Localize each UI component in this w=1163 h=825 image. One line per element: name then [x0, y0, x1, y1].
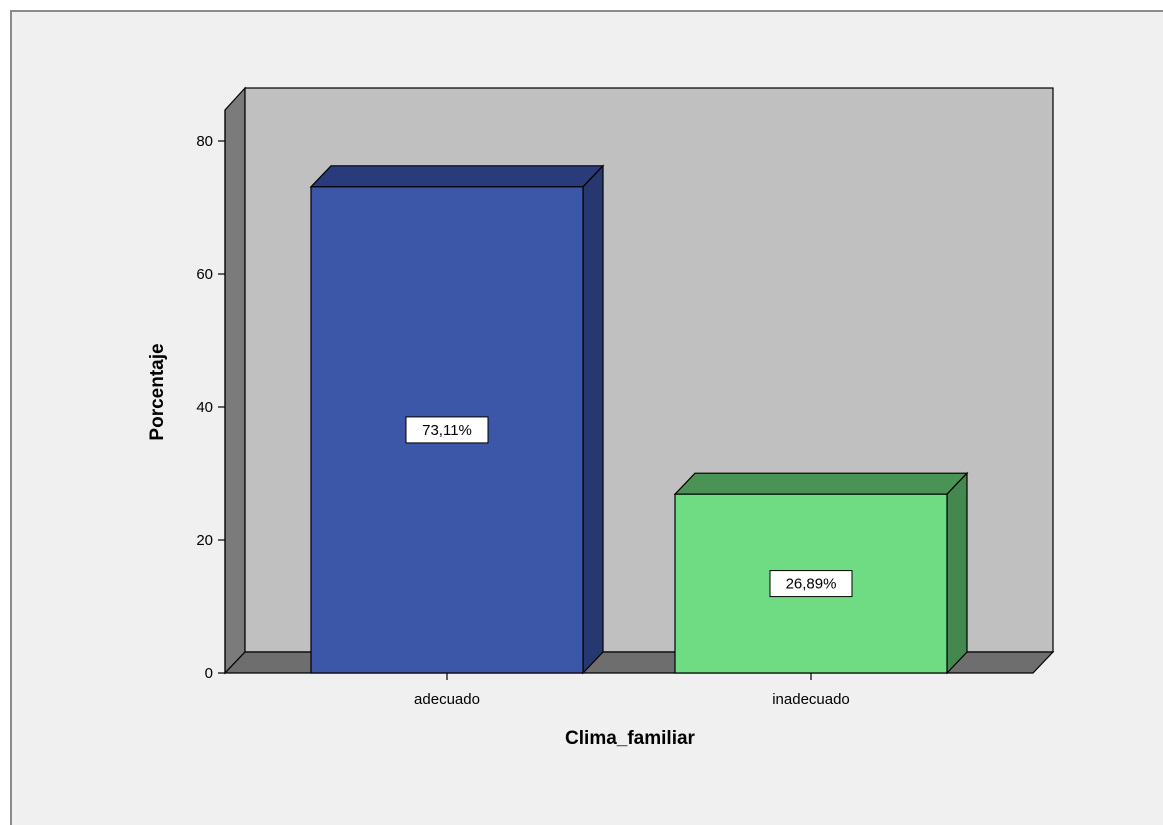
- x-tick-label: adecuado: [414, 691, 480, 708]
- y-tick-label: 80: [196, 133, 213, 150]
- data-label: 26,89%: [786, 576, 837, 593]
- y-tick-label: 40: [196, 399, 213, 416]
- y-axis-title: Porcentaje: [147, 343, 168, 440]
- y-tick-label: 60: [196, 266, 213, 283]
- data-label-box: [405, 416, 489, 444]
- x-tick-label: inadecuado: [772, 691, 850, 708]
- bars-group: 73,11% 26,89%: [309, 164, 969, 675]
- y-tick-label: 20: [196, 532, 213, 549]
- x-axis-tick-labels: adecuado inadecuado: [414, 673, 850, 708]
- chart-side-wall: [224, 86, 246, 675]
- bar-top-face: [673, 472, 969, 495]
- y-tick-label: 0: [205, 665, 213, 682]
- y-axis-ticks: 0 20 40 60 80: [196, 133, 225, 682]
- bar-top-face: [309, 165, 605, 188]
- x-axis-title: Clima_familiar: [565, 728, 695, 749]
- bar-side-face: [946, 471, 968, 675]
- data-label: 73,11%: [422, 422, 472, 439]
- bar-side-face: [582, 164, 604, 675]
- data-label-box: [769, 570, 853, 598]
